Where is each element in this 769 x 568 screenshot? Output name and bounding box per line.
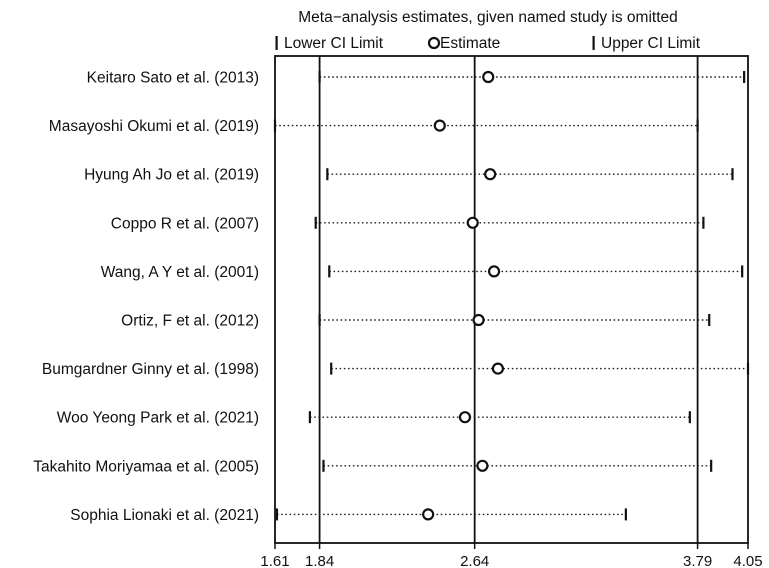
- chart-title: Meta−analysis estimates, given named stu…: [298, 9, 678, 26]
- study-label-4: Wang, A Y et al. (2001): [101, 264, 259, 281]
- estimate-marker-6: [491, 362, 505, 375]
- plot-frame: [274, 55, 749, 544]
- study-label-1: Masayoshi Okumi et al. (2019): [49, 118, 259, 135]
- study-label-5: Ortiz, F et al. (2012): [121, 313, 259, 330]
- x-tick-label-0: 1.61: [260, 553, 289, 568]
- legend-upper-label: Upper CI Limit: [601, 35, 701, 52]
- x-tick-label-3: 3.79: [683, 553, 712, 568]
- x-tick-label-1: 1.84: [305, 553, 334, 568]
- study-label-2: Hyung Ah Jo et al. (2019): [84, 167, 259, 184]
- estimate-marker-7: [458, 411, 472, 424]
- legend-upper-marker: [592, 36, 595, 50]
- legend: Lower CI Limit Estimate Upper CI Limit: [275, 35, 701, 52]
- estimate-marker-4: [487, 265, 501, 278]
- study-label-7: Woo Yeong Park et al. (2021): [57, 410, 259, 427]
- legend-lower-label: Lower CI Limit: [284, 35, 384, 52]
- plot-area: 1.61 1.84 2.64 3.79 4.05 Keitaro Sato et al. …: [33, 55, 763, 568]
- estimate-marker-3: [466, 216, 479, 229]
- legend-lower-marker: [275, 36, 278, 50]
- study-label-0: Keitaro Sato et al. (2013): [87, 70, 259, 87]
- x-tick-label-2: 2.64: [460, 553, 489, 568]
- estimate-marker-0: [482, 70, 495, 84]
- estimate-marker-1: [433, 119, 446, 132]
- study-label-6: Bumgardner Ginny et al. (1998): [42, 361, 259, 378]
- study-label-9: Sophia Lionaki et al. (2021): [70, 507, 259, 524]
- x-tick-label-4: 4.05: [733, 553, 762, 568]
- legend-estimate-label: Estimate: [440, 35, 500, 52]
- study-label-3: Coppo R et al. (2007): [111, 215, 259, 232]
- legend-estimate-marker: [427, 36, 441, 50]
- estimate-marker-8: [476, 459, 489, 472]
- estimate-marker-5: [472, 313, 485, 327]
- estimate-marker-2: [484, 168, 497, 181]
- study-label-8: Takahito Moriyamaa et al. (2005): [33, 458, 259, 475]
- estimate-marker-9: [422, 508, 435, 521]
